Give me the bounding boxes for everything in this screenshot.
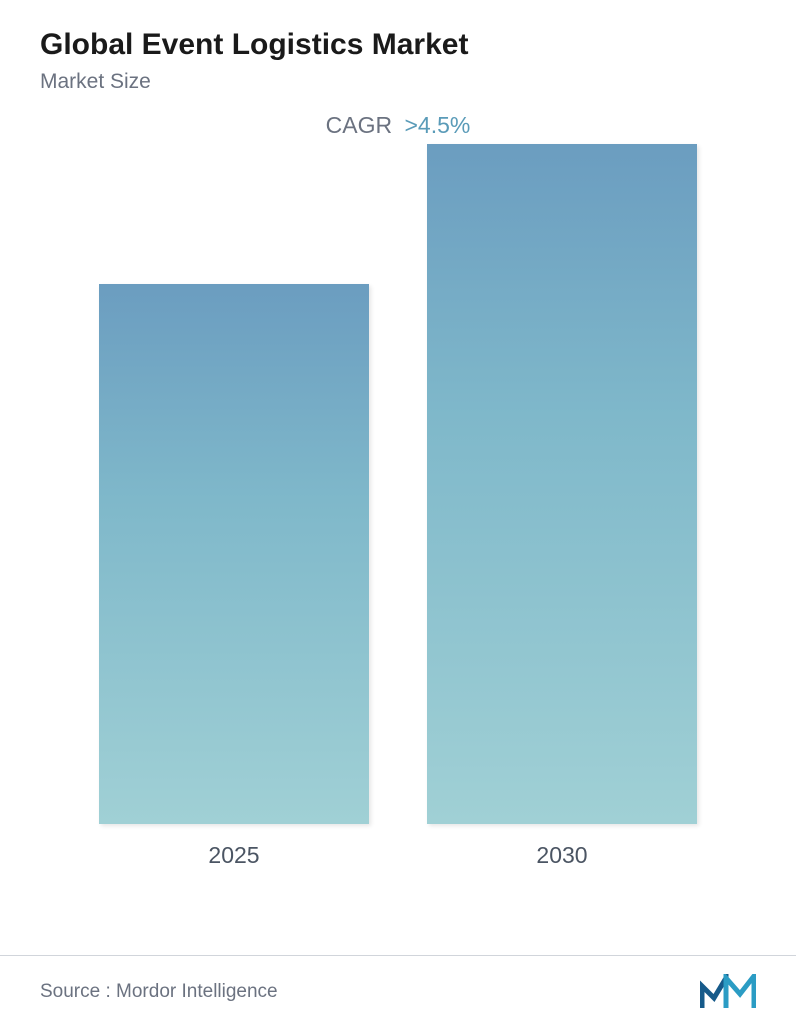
page-title: Global Event Logistics Market: [40, 28, 756, 62]
bar-chart: 2025 2030: [40, 189, 756, 869]
cagr-indicator: CAGR >4.5%: [40, 112, 756, 139]
page-subtitle: Market Size: [40, 70, 756, 94]
bar-group-0: 2025: [99, 284, 369, 869]
bar-label-0: 2025: [208, 842, 259, 869]
footer: Source : Mordor Intelligence: [0, 955, 796, 1034]
bar-label-1: 2030: [536, 842, 587, 869]
source-text: Source : Mordor Intelligence: [40, 981, 278, 1003]
mordor-logo-icon: [700, 974, 756, 1010]
chart-container: Global Event Logistics Market Market Siz…: [0, 0, 796, 1034]
cagr-label: CAGR: [326, 112, 392, 138]
bar-0: [99, 284, 369, 824]
cagr-value: >4.5%: [404, 112, 470, 138]
bar-1: [427, 144, 697, 824]
bar-group-1: 2030: [427, 144, 697, 869]
